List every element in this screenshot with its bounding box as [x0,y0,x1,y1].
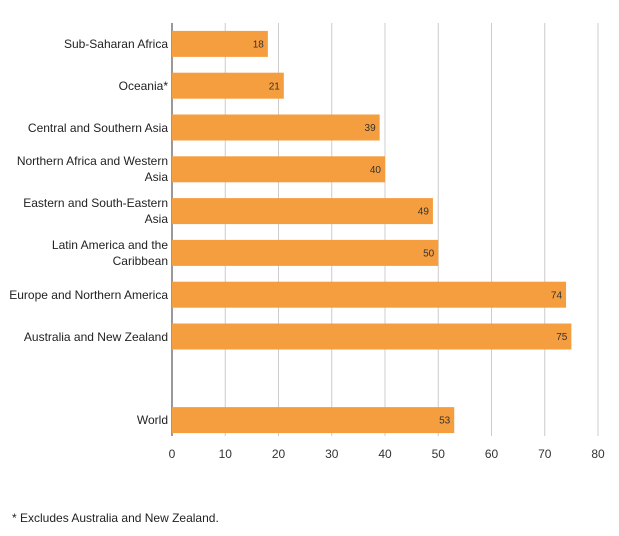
value-label: 21 [269,81,281,92]
y-tick-label: Sub-Saharan Africa [63,36,168,51]
value-label: 74 [551,290,563,301]
value-label: 53 [439,416,451,427]
bar [172,407,455,434]
x-tick-label: 0 [169,447,176,461]
value-label: 18 [253,40,265,51]
x-tick-label: 40 [378,447,392,461]
y-tick-label: Eastern and South-Eastern Asia [23,196,168,227]
bar [172,281,567,308]
y-tick-label: Oceania* [118,78,168,93]
value-label: 49 [418,207,430,218]
y-tick-label: Central and Southern Asia [27,120,168,135]
y-tick-label: Latin America and the Caribbean [51,237,168,268]
y-tick-label: World [136,413,168,428]
x-tick-label: 50 [432,447,446,461]
x-tick-label: 30 [325,447,339,461]
bar [172,72,284,99]
x-tick-label: 60 [485,447,499,461]
x-tick-label: 10 [219,447,233,461]
x-tick-label: 80 [591,447,605,461]
value-label: 39 [365,123,377,134]
y-tick-label: Australia and New Zealand [23,329,168,344]
bar [172,30,268,57]
footnote: * Excludes Australia and New Zealand. [12,511,219,525]
bar [172,323,572,350]
y-tick-label: Northern Africa and Western Asia [16,154,168,185]
value-label: 75 [556,332,568,343]
value-label: 40 [370,165,382,176]
y-tick-label: Europe and Northern America [9,287,168,302]
x-tick-label: 70 [538,447,552,461]
bar [172,114,380,141]
bar [172,198,433,225]
bar [172,239,439,266]
value-label: 50 [423,249,435,260]
x-tick-label: 20 [272,447,286,461]
bar [172,156,385,183]
